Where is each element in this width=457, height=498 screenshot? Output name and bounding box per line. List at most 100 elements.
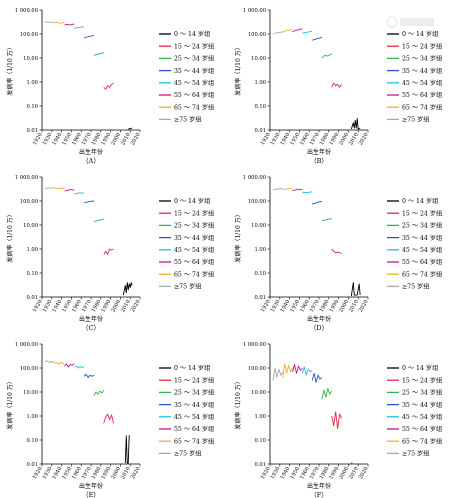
legend-label: 0 ～ 14 岁组	[402, 197, 438, 205]
series-line	[311, 372, 323, 383]
x-tick-label: 1990	[329, 466, 341, 480]
x-tick-label: 1940	[52, 466, 64, 480]
series-line	[331, 411, 342, 430]
y-tick-label: 10.00	[251, 223, 266, 229]
legend-label: 35 ～ 44 岁组	[174, 401, 214, 409]
y-axis-label: 发病率（1/10 万）	[6, 211, 14, 262]
y-tick-label: 0.10	[254, 438, 266, 444]
legend-label: 55 ～ 64 岁组	[402, 258, 442, 266]
panel-label: （E）	[82, 491, 100, 498]
series-line	[44, 21, 55, 23]
legend-label: 0 ～ 14 岁组	[174, 30, 210, 38]
legend-label: 15 ～ 24 岁组	[402, 376, 442, 384]
x-tick-label: 1950	[61, 299, 73, 313]
y-tick-label: 0.10	[26, 271, 38, 277]
watermark-logo	[386, 16, 434, 28]
legend-label: 65 ～ 74 岁组	[402, 437, 442, 445]
series-line	[103, 82, 114, 90]
legend-label: 25 ～ 34 岁组	[174, 389, 214, 397]
y-tick-label: 1 000.00	[243, 8, 266, 14]
series-line	[321, 388, 333, 400]
series-line	[272, 367, 284, 381]
legend-label: 25 ～ 34 岁组	[174, 55, 214, 63]
series-line	[93, 218, 104, 222]
x-tick-label: 1950	[289, 132, 301, 146]
series-line	[122, 282, 133, 296]
x-tick-label: 1940	[280, 299, 292, 313]
y-tick-label: 1 000.00	[15, 8, 38, 14]
series-line	[282, 363, 293, 378]
x-tick-label: 1980	[91, 299, 103, 313]
series-line	[128, 127, 133, 130]
series-line	[44, 187, 55, 190]
series-line	[83, 373, 95, 378]
y-tick-label: 0.10	[254, 271, 266, 277]
x-tick-label: 1970	[81, 466, 93, 480]
legend-label: 55 ～ 64 岁组	[402, 91, 442, 99]
x-tick-label: 2000	[110, 466, 122, 480]
panel-label: （A）	[82, 157, 100, 165]
x-tick-label: 1930	[270, 132, 282, 146]
y-tick-label: 0.01	[26, 462, 38, 468]
series-line	[282, 188, 293, 190]
series-line	[103, 413, 114, 424]
legend-label: 65 ～ 74 岁组	[174, 437, 214, 445]
x-axis-label: 出生年份	[307, 482, 331, 490]
x-tick-label: 1920	[260, 466, 272, 480]
x-tick-label: 2020	[130, 132, 142, 146]
series-line	[292, 188, 303, 192]
series-line	[84, 34, 95, 39]
x-tick-label: 1930	[270, 299, 282, 313]
series-line	[350, 282, 361, 297]
legend-label: 55 ～ 64 岁组	[174, 258, 214, 266]
legend-label: 25 ～ 34 岁组	[174, 222, 214, 230]
x-tick-label: 1930	[42, 466, 54, 480]
y-tick-label: 100.00	[248, 366, 266, 372]
y-tick-label: 0.01	[26, 295, 38, 301]
x-tick-label: 1970	[81, 132, 93, 146]
x-tick-label: 1950	[289, 299, 301, 313]
x-tick-label: 2010	[120, 132, 132, 146]
y-axis-label: 发病率（1/10 万）	[234, 44, 242, 95]
x-tick-label: 1950	[289, 466, 301, 480]
y-tick-label: 0.01	[254, 462, 266, 468]
legend-label: 25 ～ 34 岁组	[402, 55, 442, 63]
x-tick-label: 2010	[348, 299, 360, 313]
series-line	[321, 53, 333, 59]
y-tick-label: 1.00	[26, 247, 38, 253]
y-tick-label: 10.00	[23, 223, 38, 229]
x-tick-label: 1920	[260, 299, 272, 313]
legend-label: ≥75 岁组	[174, 283, 201, 291]
series-line	[312, 36, 323, 41]
legend-label: 55 ～ 64 岁组	[402, 425, 442, 433]
y-tick-label: 10.00	[251, 390, 266, 396]
legend-label: 55 ～ 64 岁组	[174, 425, 214, 433]
x-tick-label: 1990	[329, 299, 341, 313]
x-tick-label: 1930	[42, 299, 54, 313]
legend-label: 35 ～ 44 岁组	[402, 234, 442, 242]
legend-label: 25 ～ 34 岁组	[402, 389, 442, 397]
series-line	[312, 201, 323, 205]
x-axis-label: 出生年份	[307, 315, 331, 323]
x-tick-label: 1970	[309, 466, 321, 480]
legend-label: ≥75 岁组	[174, 450, 201, 458]
x-tick-label: 1950	[61, 466, 73, 480]
legend-label: 15 ～ 24 岁组	[174, 376, 214, 384]
x-axis-label: 出生年份	[79, 315, 103, 323]
legend-label: 65 ～ 74 岁组	[402, 270, 442, 278]
x-axis-label: 出生年份	[79, 482, 103, 490]
x-axis-label: 出生年份	[79, 148, 103, 156]
x-tick-label: 2010	[348, 466, 360, 480]
series-line	[124, 435, 130, 464]
x-tick-label: 1960	[299, 132, 311, 146]
series-line	[331, 82, 342, 88]
x-tick-label: 1990	[101, 132, 113, 146]
x-tick-label: 2010	[120, 466, 132, 480]
series-line	[54, 361, 65, 365]
y-tick-label: 1.00	[254, 80, 266, 86]
